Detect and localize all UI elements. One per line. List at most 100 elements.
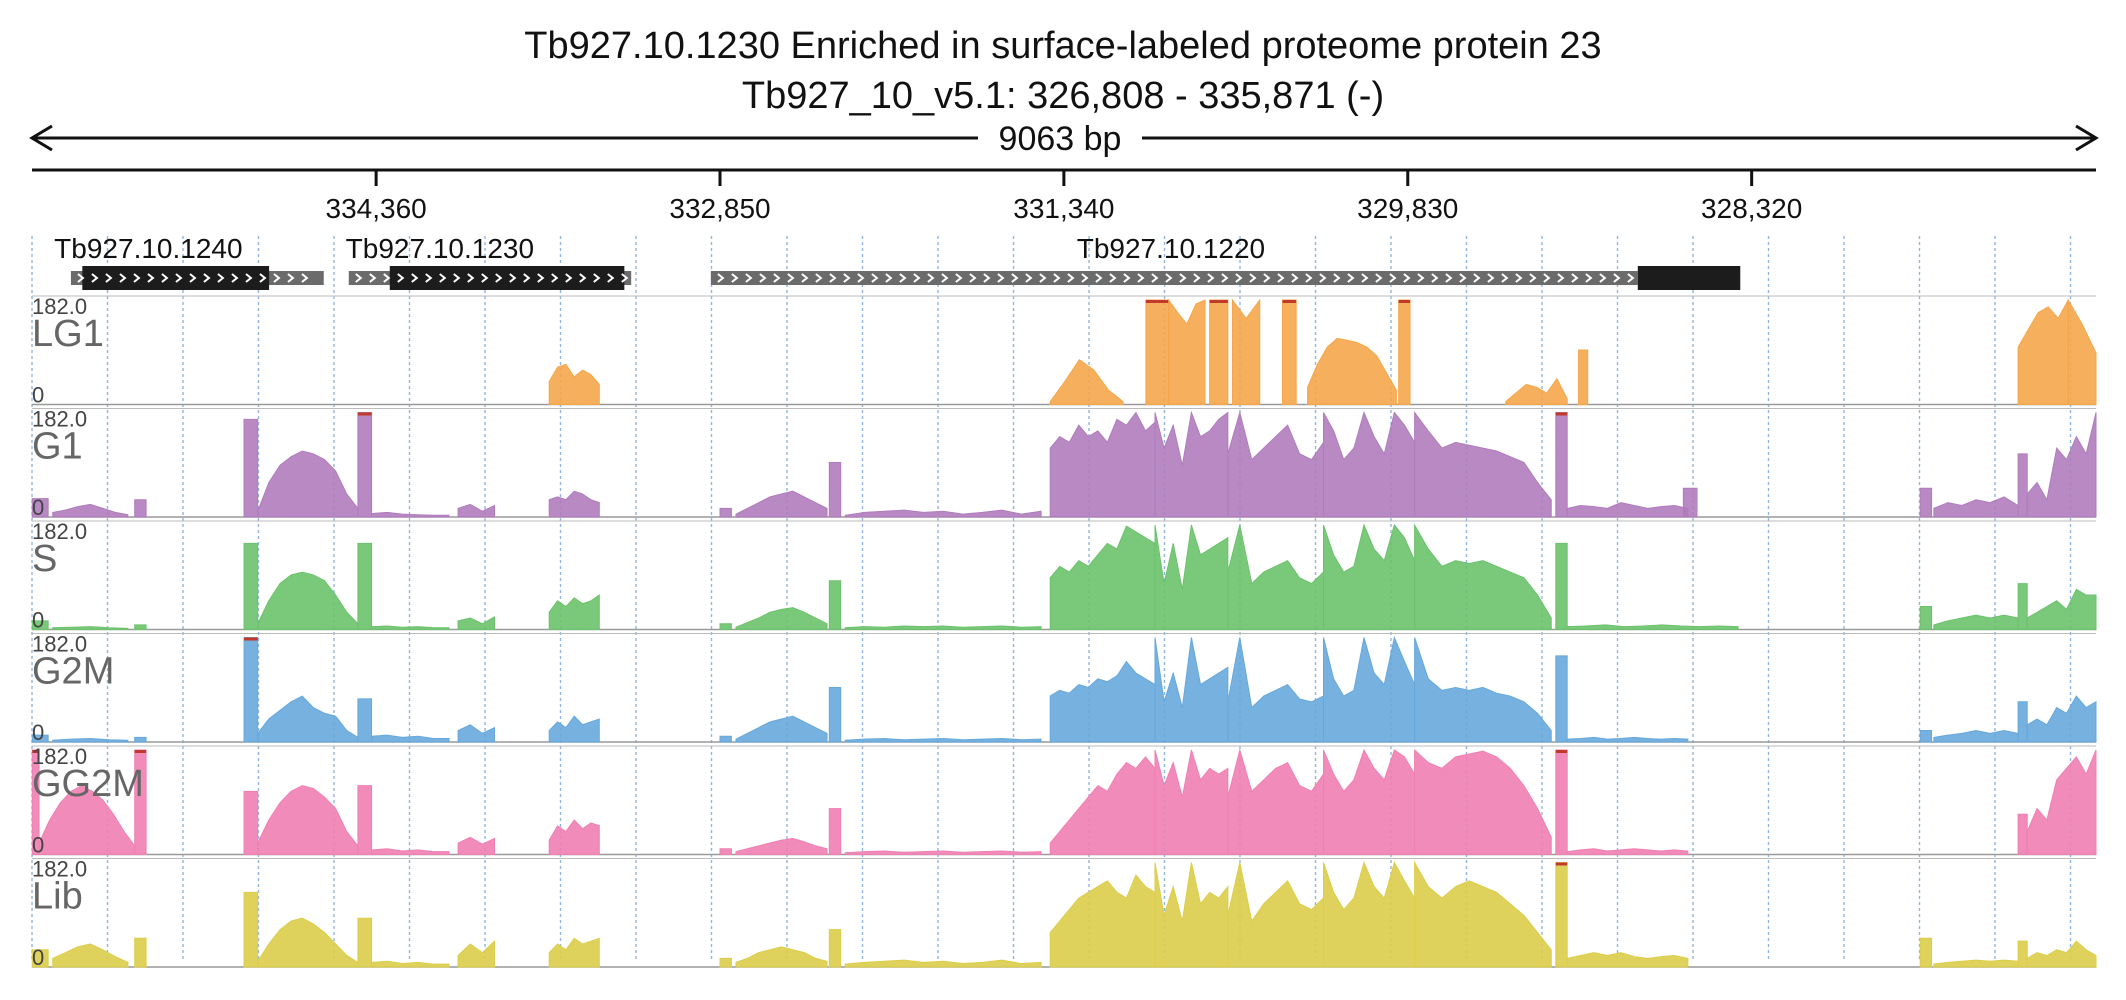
clip-marker — [1555, 750, 1568, 753]
coverage-area — [1566, 624, 1739, 630]
coverage-area — [2017, 583, 2028, 630]
coverage-area — [844, 850, 1042, 855]
coverage-area — [243, 542, 259, 630]
coverage-area — [1049, 359, 1124, 405]
coverage-area — [1049, 874, 1156, 968]
coverage-area — [1398, 299, 1411, 405]
coverage-area — [1227, 637, 1325, 743]
clip-marker — [134, 750, 147, 753]
coverage-area — [1049, 411, 1156, 518]
region-coordinates: Tb927_10_v5.1: 326,808 - 335,871 (-) — [742, 75, 1384, 117]
coverage-area — [719, 623, 732, 630]
coverage-area — [2026, 749, 2097, 855]
coverage-area — [1555, 749, 1568, 855]
strand-chevrons — [717, 273, 1635, 283]
coverage-area — [735, 607, 828, 630]
coverage-area — [1227, 862, 1325, 968]
span-arrow-right-icon — [2075, 124, 2099, 152]
coverage-area — [1555, 412, 1568, 518]
coverage-area — [1933, 959, 2019, 968]
clip-marker — [1218, 300, 1228, 303]
coverage-area — [2017, 453, 2028, 518]
coverage-area — [243, 891, 259, 968]
x-tick-label: 329,830 — [1357, 193, 1458, 224]
coverage-area — [1209, 299, 1229, 405]
coverage-area — [371, 625, 450, 630]
coverage-area — [548, 937, 600, 968]
coverage-area — [1919, 606, 1933, 630]
coverage-area — [1555, 862, 1568, 968]
coverage-area — [1049, 660, 1156, 743]
coverage-area — [1307, 337, 1397, 405]
coverage-area — [457, 616, 496, 630]
coverage-area — [735, 490, 828, 518]
coverage-area — [2017, 940, 2028, 968]
coverage-area — [1323, 748, 1416, 855]
clip-marker — [244, 637, 258, 641]
coverage-tracks: LG1182.00G1182.00S182.00G2M182.00GG2M182… — [31, 294, 2097, 970]
coverage-area — [719, 848, 732, 855]
coverage-area — [457, 836, 496, 855]
coverage-area — [719, 507, 732, 518]
coverage-area — [357, 698, 373, 743]
coverage-area — [1555, 542, 1568, 630]
clip-marker — [1209, 300, 1219, 303]
coverage-area — [2017, 299, 2069, 405]
track-label: LG1 — [32, 313, 104, 355]
coverage-area — [844, 738, 1042, 743]
coverage-area — [548, 715, 600, 743]
track-ymax-label: 182.0 — [32, 407, 87, 432]
coverage-area — [1168, 298, 1206, 405]
coverage-area — [357, 412, 373, 518]
coverage-area — [357, 917, 373, 968]
gene-annotation-track: Tb927.10.1240 Tb927.10.1230 Tb927.10.1220 — [54, 233, 1741, 290]
track-ymin-label: 0 — [32, 833, 44, 858]
track-label: GG2M — [32, 763, 144, 805]
coverage-area — [357, 785, 373, 855]
coverage-area — [31, 949, 49, 968]
gene-cds-box — [1637, 266, 1741, 290]
coverage-area — [1414, 860, 1552, 968]
coverage-area — [1323, 523, 1416, 630]
track-ymax-label: 182.0 — [32, 857, 87, 882]
coverage-area — [844, 509, 1042, 518]
coverage-area — [257, 571, 359, 630]
track-ymin-label: 0 — [32, 608, 44, 633]
coverage-area — [31, 620, 49, 630]
coverage-area — [257, 917, 359, 968]
coverage-area — [1323, 635, 1416, 743]
coverage-area — [371, 960, 450, 968]
coverage-area — [548, 594, 600, 630]
coverage-area — [1154, 749, 1229, 855]
gene-model: Tb927.10.1220 — [710, 233, 1741, 290]
coverage-area — [719, 957, 732, 968]
coverage-area — [1282, 299, 1297, 405]
track-label: S — [32, 538, 57, 580]
coverage-area — [719, 735, 732, 743]
coverage-area — [257, 450, 359, 518]
coverage-area — [1933, 614, 2019, 630]
coverage-area — [2026, 588, 2097, 630]
coverage-area — [828, 461, 842, 518]
coverage-area — [52, 943, 129, 968]
track-ymin-label: 0 — [32, 720, 44, 745]
coverage-area — [134, 624, 147, 630]
coverage-area — [1933, 730, 2019, 743]
gene-label: Tb927.10.1240 — [54, 233, 242, 264]
gene-label: Tb927.10.1220 — [1077, 233, 1265, 264]
coverage-area — [1566, 952, 1689, 968]
track-label: G2M — [32, 651, 114, 693]
coverage-area — [735, 946, 828, 968]
span-arrow-left-icon — [29, 124, 53, 152]
track-ymax-label: 182.0 — [32, 744, 87, 769]
coverage-area — [134, 499, 147, 518]
coverage-area — [548, 819, 600, 855]
coverage-area — [1566, 502, 1689, 518]
coverage-area — [828, 929, 842, 968]
coverage-area — [1578, 349, 1589, 405]
span-label: 9063 bp — [999, 120, 1122, 158]
coverage-area — [1566, 848, 1689, 855]
coverage-area — [1227, 410, 1325, 518]
coverage-area — [1154, 862, 1229, 968]
